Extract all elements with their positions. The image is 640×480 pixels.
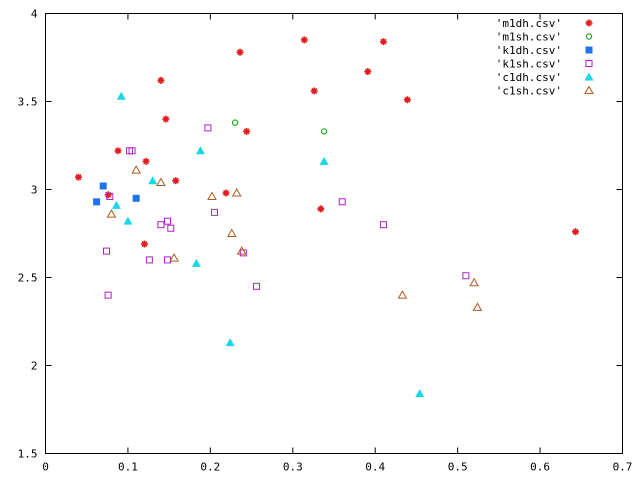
x-tick-label: 0: [42, 461, 49, 474]
x-tick-label: 0.7: [613, 461, 633, 474]
data-point: [320, 128, 328, 135]
data-point: [172, 177, 180, 185]
legend-label: 'k1dh.csv': [496, 44, 562, 57]
data-point: [145, 256, 153, 264]
data-point: [106, 209, 117, 218]
data-point: [126, 147, 134, 155]
data-point: [231, 119, 239, 126]
data-point: [156, 177, 166, 186]
series-1: [231, 119, 328, 135]
data-point: [225, 338, 235, 347]
data-point: [310, 87, 318, 95]
data-point: [210, 208, 218, 216]
data-point: [163, 256, 171, 264]
data-point: [114, 147, 122, 155]
data-point: [111, 200, 121, 209]
data-point: [142, 157, 150, 165]
data-point: [317, 205, 325, 213]
data-point: [222, 189, 230, 197]
data-point: [319, 156, 329, 165]
y-axis: 1.5 2 2.5 3 3.5 4: [18, 8, 623, 461]
data-point: [231, 188, 242, 197]
data-point: [364, 68, 372, 76]
y-tick-label: 2: [31, 360, 38, 373]
series-0: [74, 36, 580, 248]
legend-label: 'c1dh.csv': [496, 71, 562, 84]
x-tick-label: 0.4: [365, 461, 385, 474]
x-axis: 0 0.1 0.2 0.3 0.4 0.5 0.6 0.7: [42, 13, 633, 474]
data-point: [102, 247, 110, 255]
legend-marker: [585, 46, 593, 54]
data-point: [104, 191, 112, 199]
y-tick-label: 4: [31, 8, 38, 21]
y-tick-label: 3.5: [18, 96, 38, 109]
data-point: [132, 194, 140, 202]
y-tick-label: 2.5: [18, 272, 38, 285]
data-point: [99, 182, 107, 190]
x-tick-label: 0.3: [283, 461, 303, 474]
data-point: [572, 228, 580, 236]
data-point: [236, 246, 247, 255]
legend-marker: [585, 19, 593, 27]
data-point: [415, 389, 425, 398]
plot-area-border: [45, 13, 623, 454]
data-point: [253, 282, 261, 290]
axis-frame: [45, 13, 623, 454]
data-point: [397, 290, 408, 299]
data-point: [191, 258, 201, 267]
y-tick-label: 1.5: [18, 448, 38, 461]
data-points: [74, 36, 580, 398]
data-point: [300, 36, 308, 44]
data-point: [162, 115, 170, 123]
x-tick-label: 0.6: [530, 461, 550, 474]
y-tick-label: 3: [31, 184, 38, 197]
data-point: [157, 221, 165, 229]
data-point: [104, 291, 112, 299]
data-point: [169, 253, 179, 262]
data-point: [167, 224, 175, 232]
legend-label: 'm1sh.csv': [496, 31, 562, 44]
x-tick-label: 0.2: [200, 461, 220, 474]
legend-marker: [584, 85, 594, 94]
legend-label: 'm1dh.csv': [496, 17, 562, 30]
data-point: [106, 193, 114, 201]
data-point: [148, 176, 158, 185]
data-point: [236, 48, 244, 56]
data-point: [462, 272, 470, 280]
x-tick-label: 0.1: [118, 461, 138, 474]
data-point: [204, 124, 212, 132]
data-point: [128, 147, 136, 155]
x-tick-label: 0.5: [448, 461, 468, 474]
data-point: [243, 127, 251, 135]
series-2: [93, 182, 140, 206]
data-point: [157, 76, 165, 84]
data-point: [472, 302, 483, 311]
series-5: [106, 165, 483, 311]
data-point: [93, 198, 101, 206]
legend-marker: [584, 72, 594, 81]
data-point: [207, 191, 217, 201]
legend: 'm1dh.csv''m1sh.csv''k1dh.csv''k1sh.csv'…: [496, 17, 594, 98]
data-point: [131, 165, 142, 174]
legend-marker: [585, 60, 593, 67]
data-point: [195, 146, 205, 155]
data-point: [379, 38, 387, 46]
data-point: [403, 96, 411, 104]
data-point: [116, 91, 126, 100]
data-point: [469, 277, 479, 287]
data-point: [123, 216, 133, 225]
series-4: [111, 91, 425, 398]
data-point: [163, 217, 171, 225]
legend-label: 'k1sh.csv': [496, 58, 562, 71]
legend-label: 'c1sh.csv': [496, 85, 562, 98]
data-point: [140, 240, 148, 248]
data-point: [74, 173, 82, 181]
data-point: [226, 228, 237, 237]
legend-marker: [585, 33, 593, 40]
series-3: [102, 124, 470, 299]
data-point: [379, 221, 387, 229]
data-point: [338, 198, 346, 206]
